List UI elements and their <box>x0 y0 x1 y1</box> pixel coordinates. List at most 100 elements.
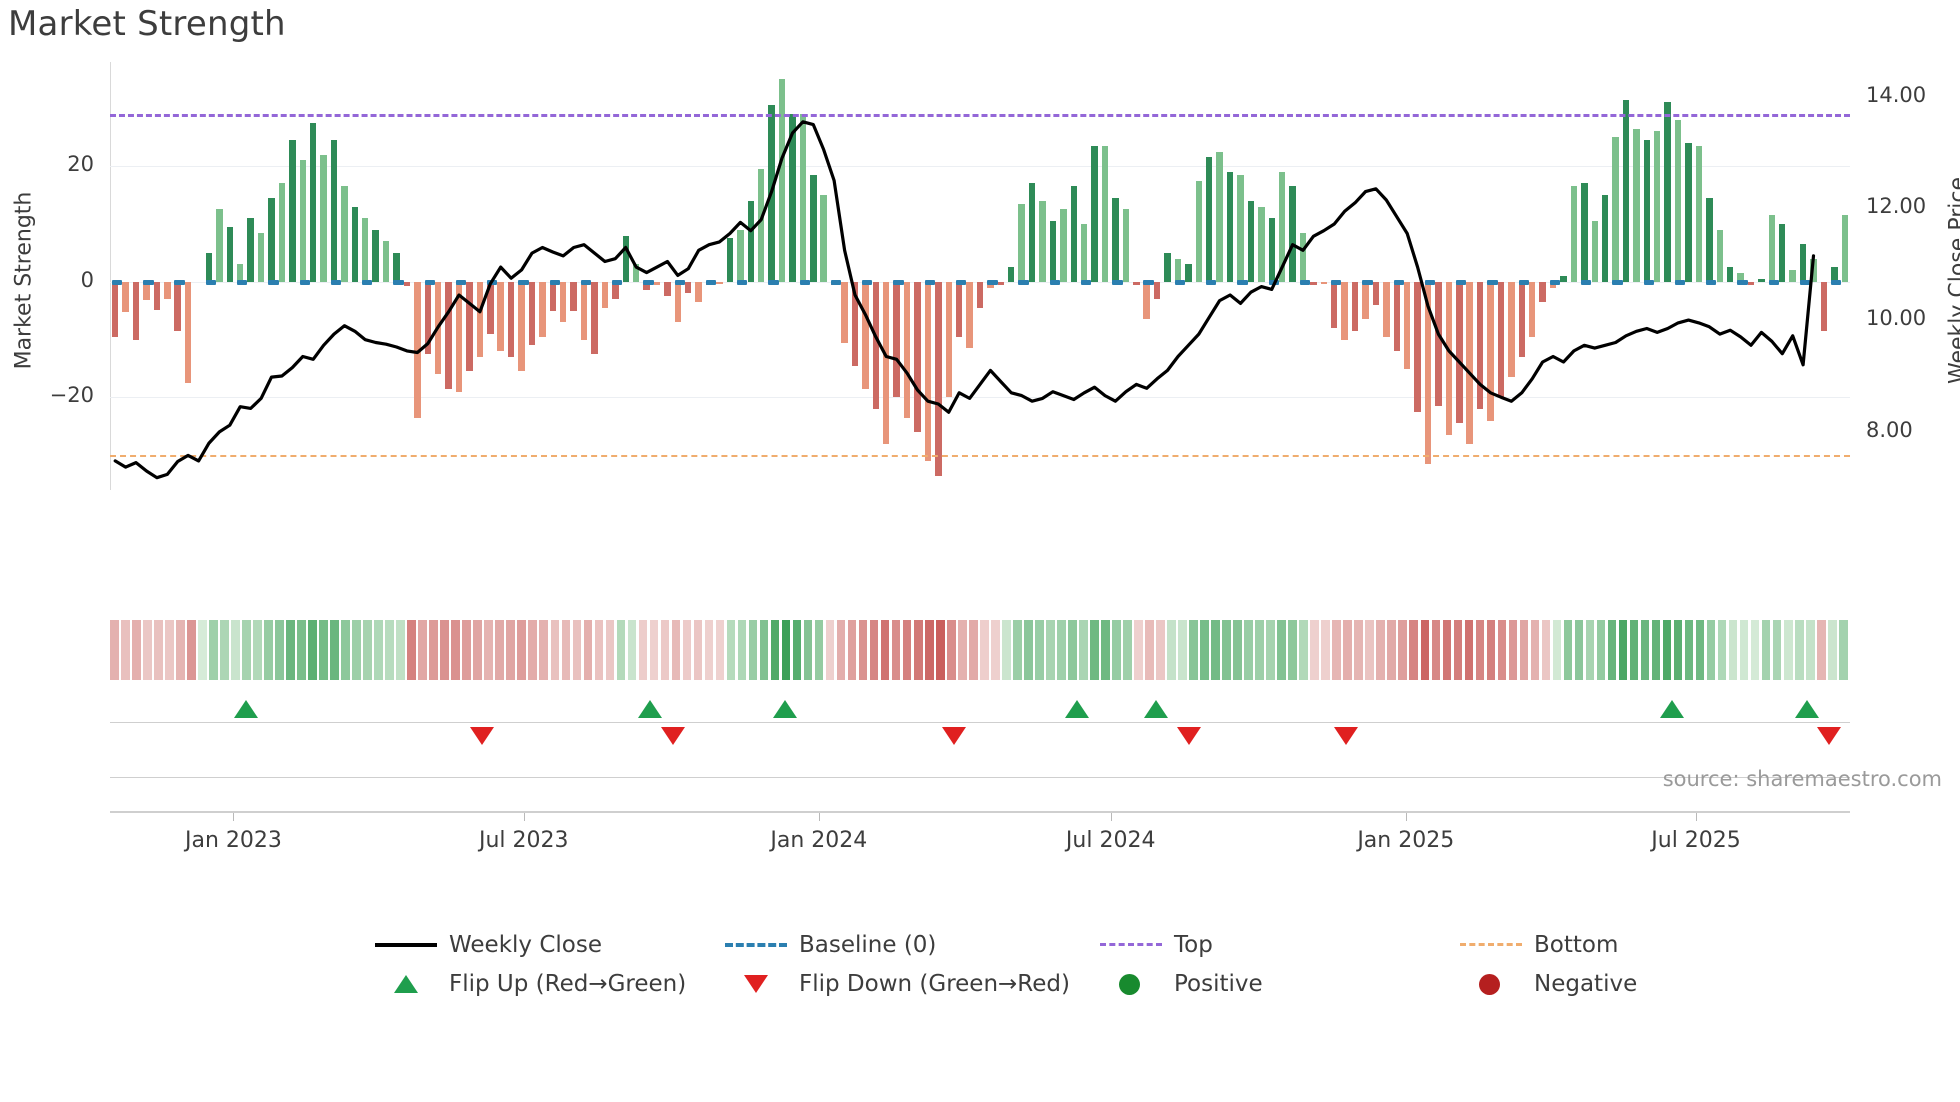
flip-down-marker-icon <box>941 727 966 745</box>
legend-baseline[interactable]: Baseline (0) <box>725 925 936 964</box>
baseline-segment <box>1174 279 1186 285</box>
bar <box>632 264 640 282</box>
heatmap-cell <box>991 620 1000 680</box>
bar <box>1278 171 1286 282</box>
heatmap-cell <box>605 620 615 680</box>
heatmap-cell <box>649 620 659 680</box>
heatmap-cell <box>1332 620 1341 680</box>
bar <box>372 229 379 282</box>
heatmap-cell <box>572 620 582 680</box>
baseline-segment <box>705 279 717 285</box>
heatmap-cell <box>1464 620 1474 680</box>
bar <box>1695 145 1703 282</box>
heatmap-cell <box>1090 620 1099 680</box>
heatmap-cell <box>935 620 945 680</box>
baseline-segment <box>674 279 685 285</box>
y-axis-left-title: Market Strength <box>11 191 37 370</box>
legend-positive[interactable]: Positive <box>1100 964 1263 1003</box>
bar <box>1070 186 1077 282</box>
bar <box>1133 281 1140 285</box>
heatmap-cell <box>187 620 196 680</box>
heatmap-cell <box>1277 620 1286 680</box>
top-threshold-line <box>110 114 1850 118</box>
page-title: Market Strength <box>8 4 286 44</box>
heatmap-cell <box>385 620 394 680</box>
bar <box>507 281 515 357</box>
heatmap-cell <box>1574 620 1584 680</box>
baseline-segment <box>1549 279 1561 285</box>
legend-label: Weekly Close <box>449 931 602 958</box>
bar <box>664 281 671 297</box>
circle-marker-swatch <box>1460 973 1522 995</box>
heatmap-cell <box>275 620 284 680</box>
heatmap-cell <box>231 620 240 680</box>
legend-row-bottom: Flip Up (Red→Green) Flip Down (Green→Red)… <box>0 964 1960 1003</box>
heatmap-cell <box>825 620 835 680</box>
triangle-down-swatch <box>725 973 787 995</box>
heatmap-cell <box>957 620 967 680</box>
legend-flip-up[interactable]: Flip Up (Red→Green) <box>375 964 686 1003</box>
bar <box>143 281 150 301</box>
heatmap-cell <box>1442 620 1452 680</box>
strength-heatmap-strip <box>110 620 1850 680</box>
heatmap-cell <box>550 620 560 680</box>
bar <box>1143 281 1150 320</box>
x-tick-mark <box>523 812 525 821</box>
heatmap-cell <box>374 620 383 680</box>
heatmap-cell <box>1288 620 1297 680</box>
bar <box>1570 186 1578 282</box>
x-tick-mark <box>233 812 235 821</box>
legend-flip-down[interactable]: Flip Down (Green→Red) <box>725 964 1070 1003</box>
flip-axis-line <box>110 722 1850 723</box>
heatmap-cell <box>847 620 857 680</box>
heatmap-cell <box>1222 620 1231 680</box>
baseline-segment <box>799 279 810 285</box>
legend-negative[interactable]: Negative <box>1460 964 1637 1003</box>
bar <box>841 281 848 343</box>
legend-bottom[interactable]: Bottom <box>1460 925 1618 964</box>
gridline--20 <box>110 397 1850 399</box>
bar <box>1476 281 1484 410</box>
heatmap-cell <box>1167 620 1176 680</box>
heatmap-cell <box>484 620 493 680</box>
flip-markers-panel <box>110 690 1850 755</box>
flip-down-marker-icon <box>660 727 685 745</box>
x-axis: Jan 2023 Jul 2023 Jan 2024 Jul 2024 Jan 2025… <box>110 812 1850 872</box>
heatmap-cell <box>495 620 505 680</box>
heatmap-cell <box>1486 620 1496 680</box>
bar <box>1424 281 1432 464</box>
heatmap-cell <box>352 620 361 680</box>
bar <box>445 281 452 389</box>
baseline-segment <box>549 279 560 285</box>
legend-weekly-close[interactable]: Weekly Close <box>375 925 602 964</box>
bar <box>1841 215 1848 282</box>
bar <box>1487 281 1494 421</box>
bar <box>1216 151 1223 282</box>
bar <box>1674 119 1682 282</box>
y-axis-right-title: Weekly Close Price <box>1945 177 1960 384</box>
heatmap-cell <box>660 620 670 680</box>
bar <box>685 281 692 294</box>
flip-down-marker-icon <box>1817 727 1842 745</box>
bar <box>403 281 411 287</box>
baseline-segment <box>1768 279 1779 285</box>
bar <box>1320 281 1328 285</box>
heatmap-cell <box>1475 620 1485 680</box>
x-tick-label: Jan 2025 <box>1357 828 1455 853</box>
bar <box>268 197 275 282</box>
heatmap-cell <box>264 620 273 680</box>
bar <box>1612 137 1619 282</box>
bar <box>778 79 786 282</box>
bar <box>132 281 140 340</box>
heatmap-cell <box>913 620 923 680</box>
heatmap-cell <box>1178 620 1187 680</box>
heatmap-cell <box>363 620 372 680</box>
legend: Weekly Close Baseline (0) Top Bottom Flip U… <box>0 925 1960 1003</box>
heatmap-cell <box>1079 620 1088 680</box>
baseline-segment <box>737 279 748 285</box>
legend-top[interactable]: Top <box>1100 925 1213 964</box>
circle-marker-icon <box>1479 973 1500 995</box>
bar <box>1622 99 1630 282</box>
bar <box>330 140 338 282</box>
heatmap-cell <box>1838 620 1848 680</box>
